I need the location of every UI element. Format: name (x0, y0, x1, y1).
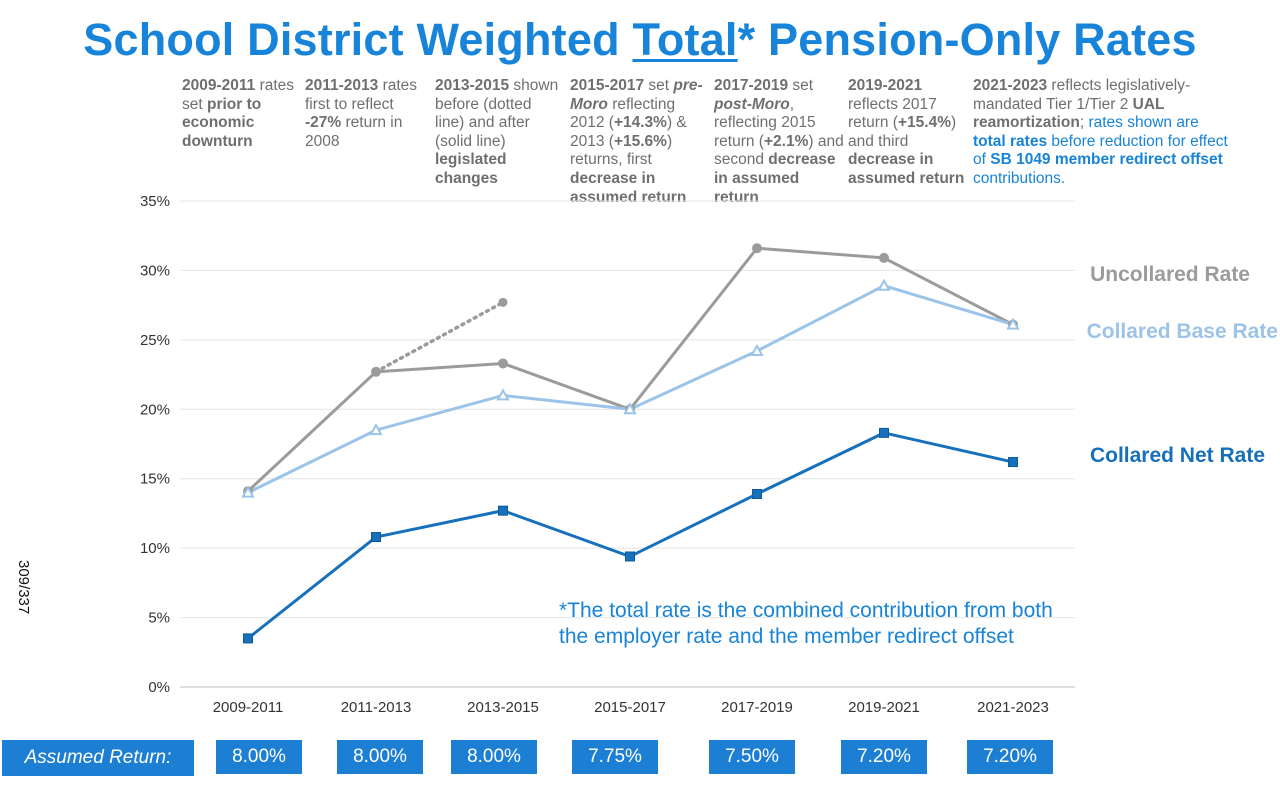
x-tick-label: 2011-2013 (341, 699, 412, 716)
x-tick-label: 2017-2019 (721, 699, 793, 716)
note-2009-2011: 2009-2011 rates set prior to economic do… (182, 77, 295, 150)
series-labels: Uncollared Rate Collared Base Rate Collare… (1087, 263, 1278, 467)
assumed-return-value: 7.75% (572, 740, 658, 774)
series-label: Uncollared Rate (1090, 263, 1250, 286)
data-point (371, 366, 381, 377)
series-line (247, 284, 1014, 494)
assumed-return-label: Assumed Return: (2, 740, 194, 776)
note-2019-2021: 2019-2021 reflects 2017 return (+15.4%) … (848, 77, 965, 187)
note-2017-2019: 2017-2019 set post-Moro, reflecting 2015… (714, 77, 844, 206)
data-point (498, 358, 508, 369)
data-point (879, 252, 889, 263)
data-point (243, 633, 253, 644)
y-tick-label: 25% (140, 332, 170, 349)
series-label: Collared Base Rate (1087, 320, 1278, 343)
series-line (246, 246, 1014, 493)
data-point (1008, 457, 1018, 468)
data-point (371, 532, 381, 543)
x-tick-label: 2009-2011 (213, 699, 284, 716)
x-tick-label: 2021-2023 (977, 699, 1049, 716)
dotted-point (498, 297, 508, 307)
x-tick-label: 2019-2021 (848, 699, 920, 716)
assumed-return-value: 7.20% (967, 740, 1053, 774)
footnote-line-2: the employer rate and the member redirec… (559, 625, 1014, 648)
x-tick-label: 2013-2015 (467, 699, 539, 716)
data-point (369, 423, 383, 436)
series-label: Collared Net Rate (1090, 444, 1265, 467)
y-tick-label: 10% (140, 540, 170, 557)
series-lines (246, 246, 1014, 640)
note-2021-2023: 2021-2023 reflects legislatively-mandate… (973, 77, 1228, 187)
data-point (241, 485, 255, 498)
data-point (498, 505, 508, 516)
assumed-return-value: 7.20% (841, 740, 927, 774)
y-axis-ticks: 0% 5% 10% 15% 20% 25% 30% 35% (140, 193, 170, 696)
note-2011-2013: 2011-2013 rates first to reflect -27% re… (305, 77, 418, 150)
data-point (879, 427, 889, 438)
dotted-line (374, 300, 505, 374)
x-tick-label: 2015-2017 (594, 699, 666, 716)
y-tick-label: 20% (140, 401, 170, 418)
data-point (750, 343, 764, 356)
y-tick-label: 30% (140, 262, 170, 279)
y-tick-label: 0% (148, 679, 170, 696)
assumed-return-value: 7.50% (709, 740, 795, 774)
assumed-return-value: 8.00% (451, 740, 537, 774)
data-point (752, 488, 762, 499)
data-point (1006, 317, 1020, 330)
data-point (877, 278, 891, 291)
footnote-line-1: *The total rate is the combined contribu… (559, 599, 1053, 622)
assumed-return-value: 8.00% (216, 740, 302, 774)
data-point (752, 243, 762, 254)
y-tick-label: 35% (140, 193, 170, 210)
gridlines (180, 200, 1075, 688)
footnote: *The total rate is the combined contribu… (559, 598, 1053, 650)
chart-title: School District Weighted Total* Pension-… (83, 14, 1197, 65)
data-point (625, 551, 635, 562)
y-tick-label: 15% (140, 471, 170, 488)
y-tick-label: 5% (148, 610, 170, 627)
assumed-return-value: 8.00% (337, 740, 423, 774)
data-point (496, 388, 510, 401)
x-axis-ticks: 2009-2011 2011-2013 2013-2015 2015-2017 2017… (213, 699, 1049, 716)
note-2015-2017: 2015-2017 set pre-Moro reflecting 2012 (… (570, 77, 703, 206)
data-point (623, 402, 637, 415)
note-2013-2015: 2013-2015 shown before (dotted line) and… (435, 77, 559, 187)
series-markers (241, 243, 1020, 644)
